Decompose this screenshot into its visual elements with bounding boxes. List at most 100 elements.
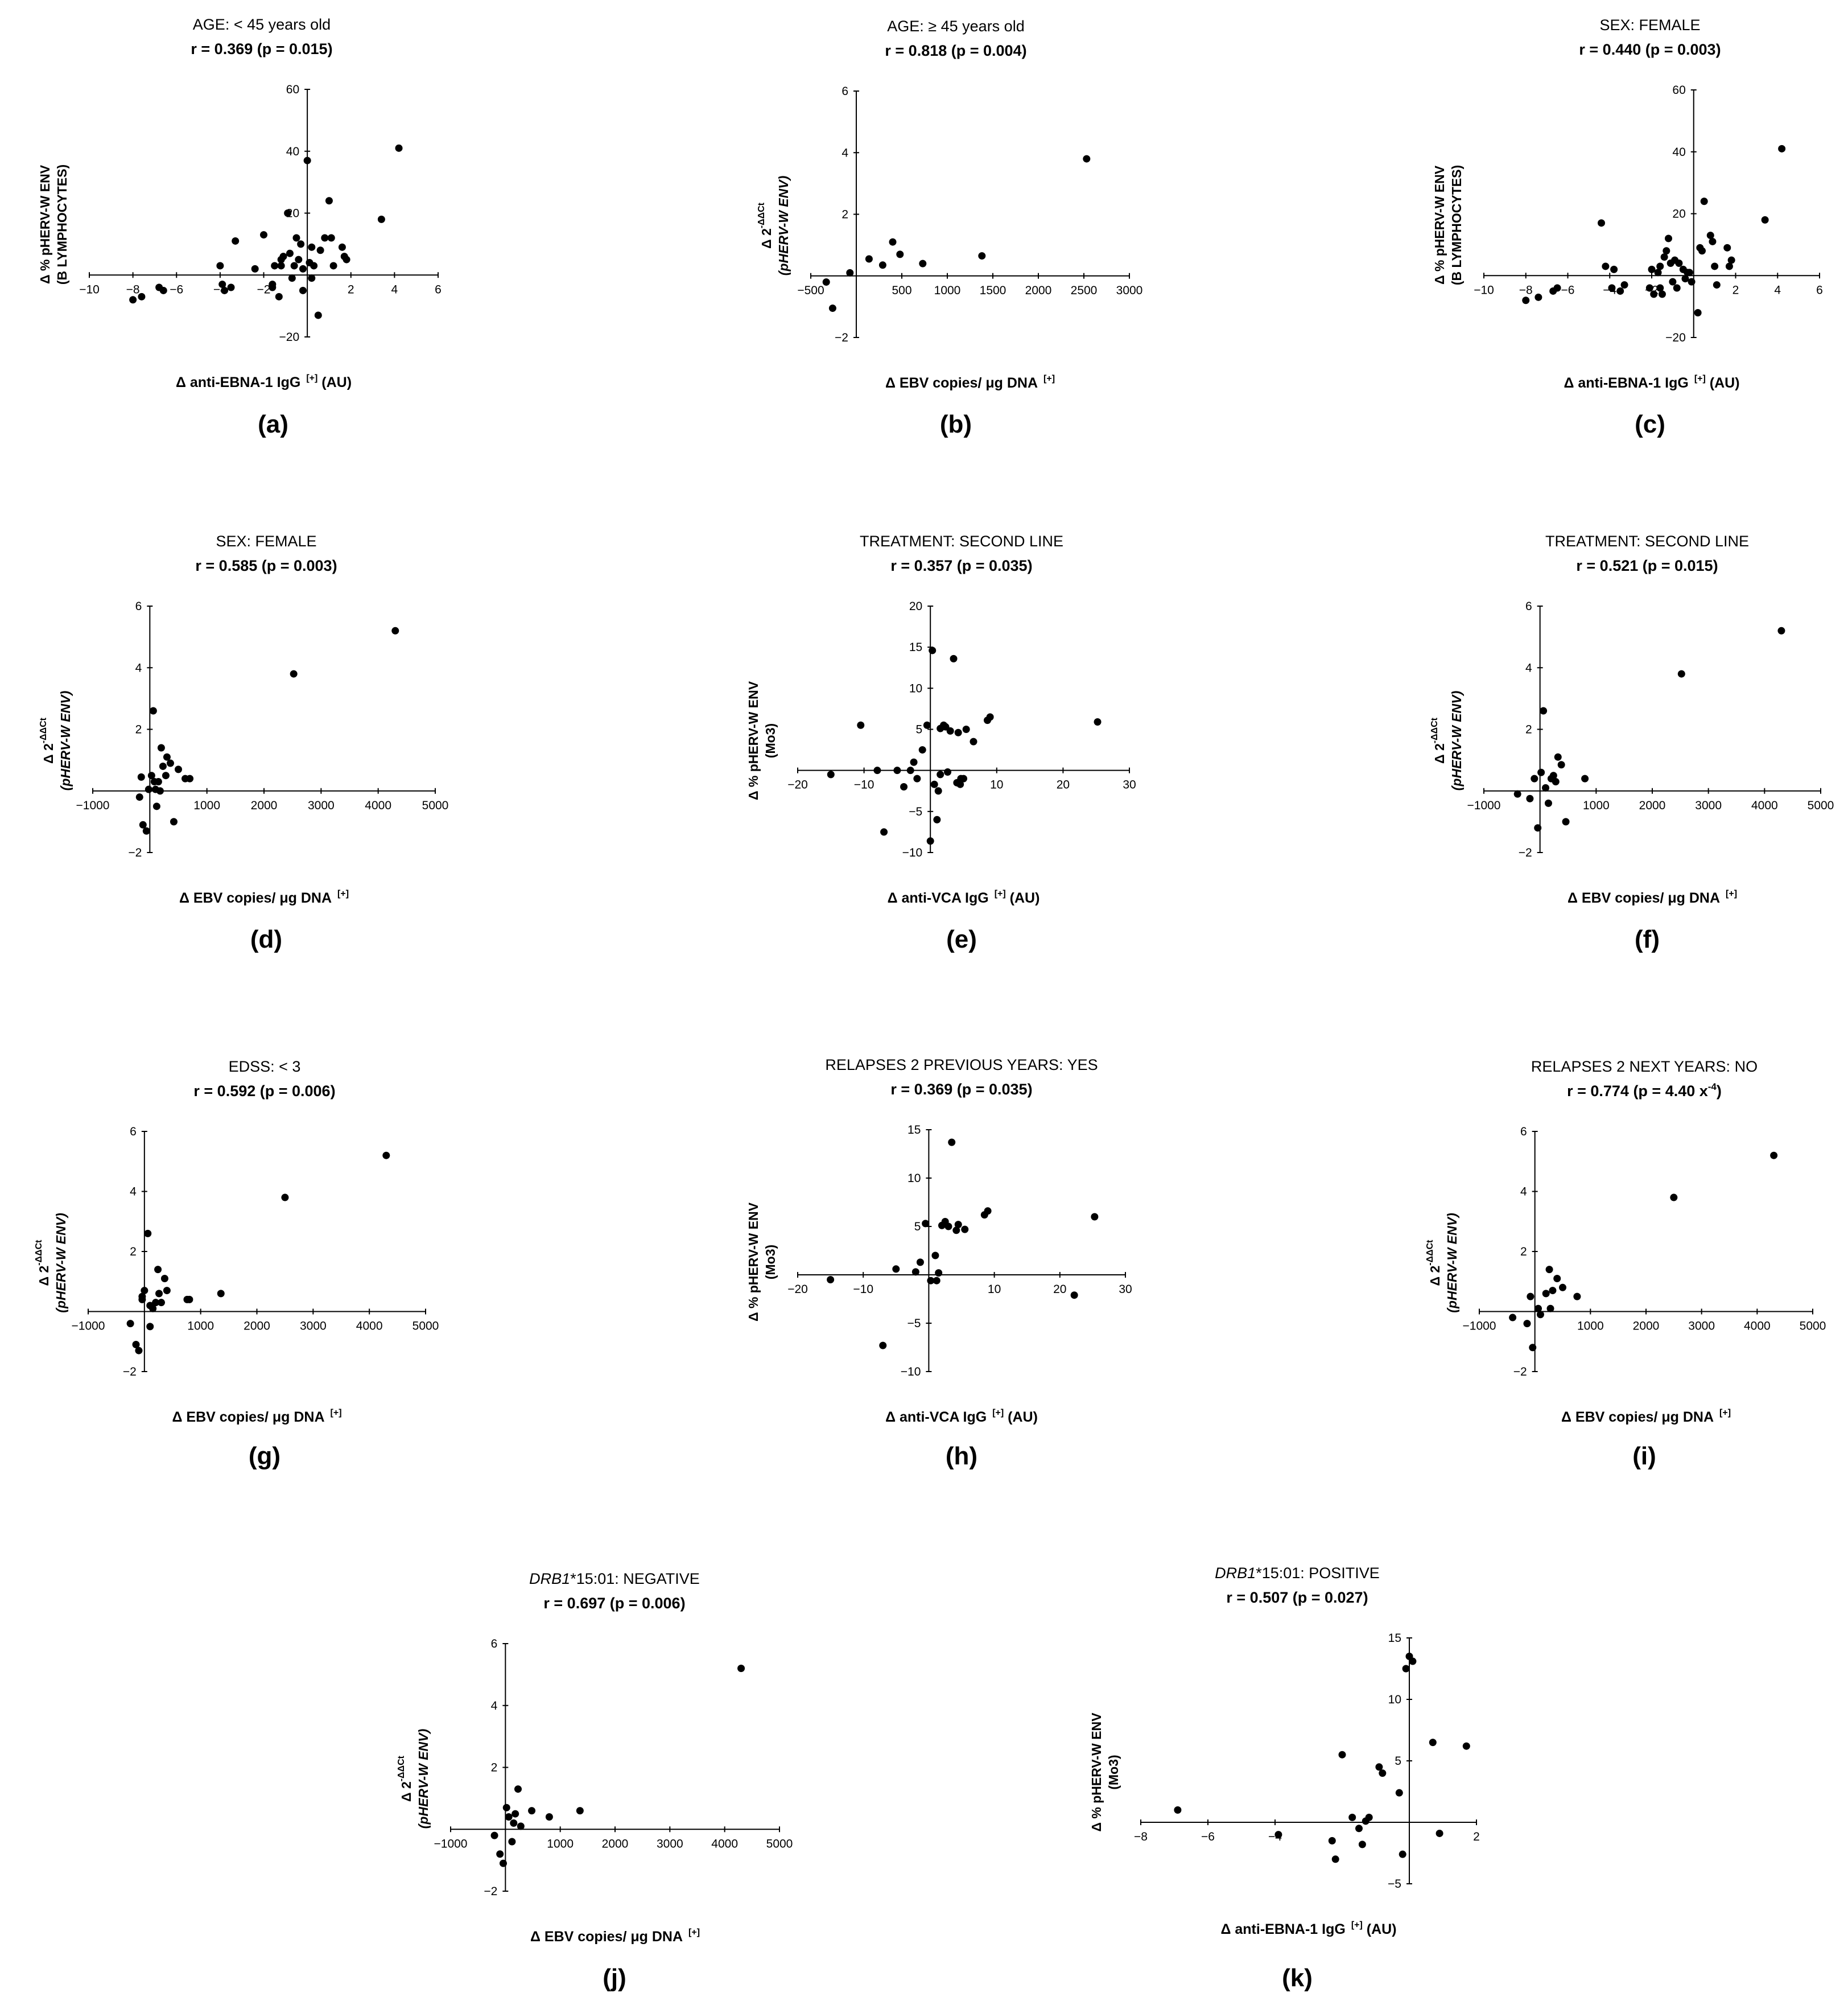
y-tick-label: 5 xyxy=(914,1220,921,1233)
data-point xyxy=(1409,1657,1417,1665)
x-label-suffix: (AU) xyxy=(317,374,352,390)
panel-k: DRB1*15:01: POSITIVE r = 0.507 (p = 0.027… xyxy=(1089,1565,1480,1992)
x-tick-label: 20 xyxy=(1053,1283,1066,1296)
stat-suffix: ) xyxy=(1717,1082,1722,1100)
data-point xyxy=(937,771,944,779)
title-text: EDSS: < 3 xyxy=(229,1058,301,1075)
panel-title: RELAPSES 2 PREVIOUS YEARS: YES xyxy=(825,1056,1098,1073)
data-point xyxy=(1777,627,1785,635)
x-tick-label: −2 xyxy=(257,283,271,296)
x-label-sup: [+] xyxy=(1694,374,1706,384)
data-point xyxy=(1083,155,1091,163)
y-label-text: Δ 2 xyxy=(759,228,774,249)
data-point xyxy=(132,1341,140,1349)
y-axis-label: Δ 2-ΔΔCt (pHERV-W ENV) xyxy=(757,176,791,275)
x-label-suffix: (AU) xyxy=(1006,890,1040,906)
data-point xyxy=(978,252,986,260)
data-point xyxy=(1700,197,1708,205)
y-label-line2: (pHERV-W ENV) xyxy=(58,691,73,791)
x-axis-label: Δ anti-VCA IgG [+] (AU) xyxy=(888,889,1040,906)
data-point xyxy=(299,286,307,294)
x-tick-label: −1000 xyxy=(72,1320,105,1333)
data-point xyxy=(290,670,298,678)
data-point xyxy=(865,255,873,263)
x-tick-label: 6 xyxy=(1816,283,1823,297)
x-tick-label: −500 xyxy=(797,284,824,297)
y-axis-label: Δ % pHERV-W ENV (Mo3) xyxy=(1089,1712,1121,1832)
data-point xyxy=(175,765,182,773)
y-tick-label: 15 xyxy=(908,1123,921,1137)
data-point xyxy=(159,286,167,294)
y-label-text: Δ 2 xyxy=(399,1781,414,1802)
data-point xyxy=(923,721,931,729)
data-point xyxy=(162,772,170,780)
data-point xyxy=(279,253,287,261)
y-label-sup: -ΔΔCt xyxy=(397,1755,406,1781)
x-tick-label: 3000 xyxy=(1695,799,1722,812)
y-tick-label: 10 xyxy=(909,682,922,695)
y-tick-label: 4 xyxy=(1525,661,1532,674)
data-point xyxy=(321,234,329,242)
y-label-text: Δ 2 xyxy=(41,743,56,764)
data-point xyxy=(929,647,937,654)
x-axis-label: Δ anti-EBNA-1 IgG [+] (AU) xyxy=(176,373,352,390)
x-tick-label: 500 xyxy=(892,284,911,297)
y-tick-label: 2 xyxy=(491,1761,498,1775)
x-label-sup: [+] xyxy=(992,1408,1004,1418)
x-tick-label: 2000 xyxy=(602,1837,629,1850)
data-point xyxy=(517,1822,525,1830)
correlation-stat: r = 0.507 (p = 0.027) xyxy=(1226,1589,1368,1606)
data-point xyxy=(154,1266,162,1274)
data-point xyxy=(310,262,318,270)
data-point xyxy=(232,237,240,245)
y-label-line1: Δ % pHERV-W ENV xyxy=(746,681,761,800)
data-point xyxy=(935,1269,943,1277)
y-label-sup: -ΔΔCt xyxy=(1430,717,1439,743)
y-label-line2: (B LYMPHOCYTES) xyxy=(1449,165,1464,285)
data-point xyxy=(1725,262,1733,270)
panel-title: DRB1*15:01: POSITIVE xyxy=(1215,1565,1380,1582)
data-point xyxy=(1669,278,1677,286)
x-tick-label: 6 xyxy=(435,283,442,296)
panel-label: (j) xyxy=(603,1964,626,1992)
y-axis-label: Δ % pHERV-W ENV (B LYMPHOCYTES) xyxy=(1432,165,1464,285)
data-point xyxy=(1365,1813,1373,1821)
data-point xyxy=(1358,1841,1366,1848)
y-tick-label: 60 xyxy=(286,83,299,96)
panel-label: (f) xyxy=(1635,925,1660,953)
stat-text: r = 0.369 (p = 0.035) xyxy=(890,1081,1032,1098)
y-label-line2: (pHERV-W ENV) xyxy=(1445,1213,1459,1312)
data-point xyxy=(1436,1829,1443,1837)
data-point xyxy=(1331,1855,1339,1863)
data-point xyxy=(873,767,881,775)
y-label-line1: Δ 2-ΔΔCt xyxy=(397,1755,414,1802)
data-point xyxy=(308,274,316,282)
x-axis-label: Δ EBV copies/ μg DNA [+] xyxy=(1568,889,1737,906)
data-point xyxy=(514,1785,522,1793)
y-label-line1: Δ % pHERV-W ENV xyxy=(1432,165,1447,285)
data-point xyxy=(316,246,324,254)
x-label-text: Δ EBV copies/ μg DNA xyxy=(530,1929,683,1945)
data-point xyxy=(163,753,171,761)
stat-text: r = 0.369 (p = 0.015) xyxy=(191,40,332,57)
correlation-stat: r = 0.697 (p = 0.006) xyxy=(543,1595,685,1612)
data-point xyxy=(1531,775,1538,783)
panel-e: TREATMENT: SECOND LINE r = 0.357 (p = 0.0… xyxy=(746,533,1136,953)
x-label-text: Δ anti-EBNA-1 IgG xyxy=(1564,375,1688,391)
x-tick-label: 2 xyxy=(348,283,354,296)
data-point xyxy=(1274,1831,1282,1839)
data-point xyxy=(505,1813,513,1821)
title-text: *15:01: NEGATIVE xyxy=(570,1570,700,1587)
y-tick-label: 4 xyxy=(491,1699,498,1712)
data-point xyxy=(185,1295,193,1303)
panel-title: AGE: < 45 years old xyxy=(193,16,331,33)
data-point xyxy=(151,785,159,793)
data-point xyxy=(1673,284,1681,292)
data-point xyxy=(933,1277,940,1284)
y-tick-label: 2 xyxy=(135,723,142,736)
data-point xyxy=(1645,284,1653,292)
x-tick-label: 4 xyxy=(391,283,398,296)
data-point xyxy=(952,1226,960,1234)
data-point xyxy=(918,746,926,754)
data-point xyxy=(1598,219,1605,227)
